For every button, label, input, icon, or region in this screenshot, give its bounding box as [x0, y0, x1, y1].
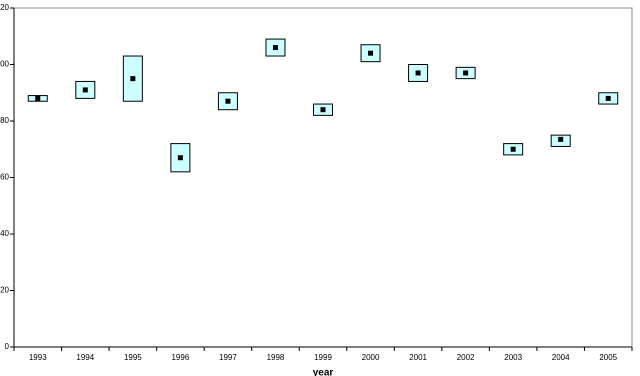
- x-tick-label: 1995: [124, 353, 142, 362]
- center-marker: [320, 107, 326, 113]
- x-tick-label: 2000: [362, 353, 380, 362]
- center-marker: [510, 146, 516, 152]
- x-tick-label: 1996: [171, 353, 189, 362]
- center-marker: [272, 45, 278, 51]
- center-marker: [605, 95, 611, 101]
- center-marker: [463, 70, 469, 76]
- center-marker: [368, 50, 374, 56]
- x-tick-label: 1993: [29, 353, 47, 362]
- center-marker: [35, 95, 41, 101]
- y-tick-label: 80: [0, 116, 9, 125]
- y-tick-label: 120: [0, 3, 10, 12]
- center-marker: [177, 155, 183, 161]
- plot-frame: [13, 7, 633, 348]
- center-marker: [558, 136, 564, 142]
- y-tick-label: 40: [0, 229, 9, 238]
- x-axis-title: year: [313, 368, 334, 376]
- y-tick-label: 100: [0, 60, 10, 69]
- x-tick-label: 1997: [219, 353, 237, 362]
- y-tick-label: 60: [0, 173, 9, 182]
- y-tick-label: 20: [0, 286, 9, 295]
- y-tick-label: 0: [5, 342, 10, 351]
- x-tick-label: 2001: [409, 353, 427, 362]
- center-marker: [130, 76, 136, 82]
- x-tick-label: 2003: [504, 353, 522, 362]
- center-marker: [225, 98, 231, 104]
- x-tick-label: 1998: [267, 353, 285, 362]
- x-tick-label: 1994: [76, 353, 94, 362]
- x-tick-label: 1999: [314, 353, 332, 362]
- center-marker: [82, 87, 88, 93]
- x-tick-label: 2002: [457, 353, 475, 362]
- x-tick-label: 2004: [552, 353, 570, 362]
- center-marker: [415, 70, 421, 76]
- x-tick-label: 2005: [599, 353, 617, 362]
